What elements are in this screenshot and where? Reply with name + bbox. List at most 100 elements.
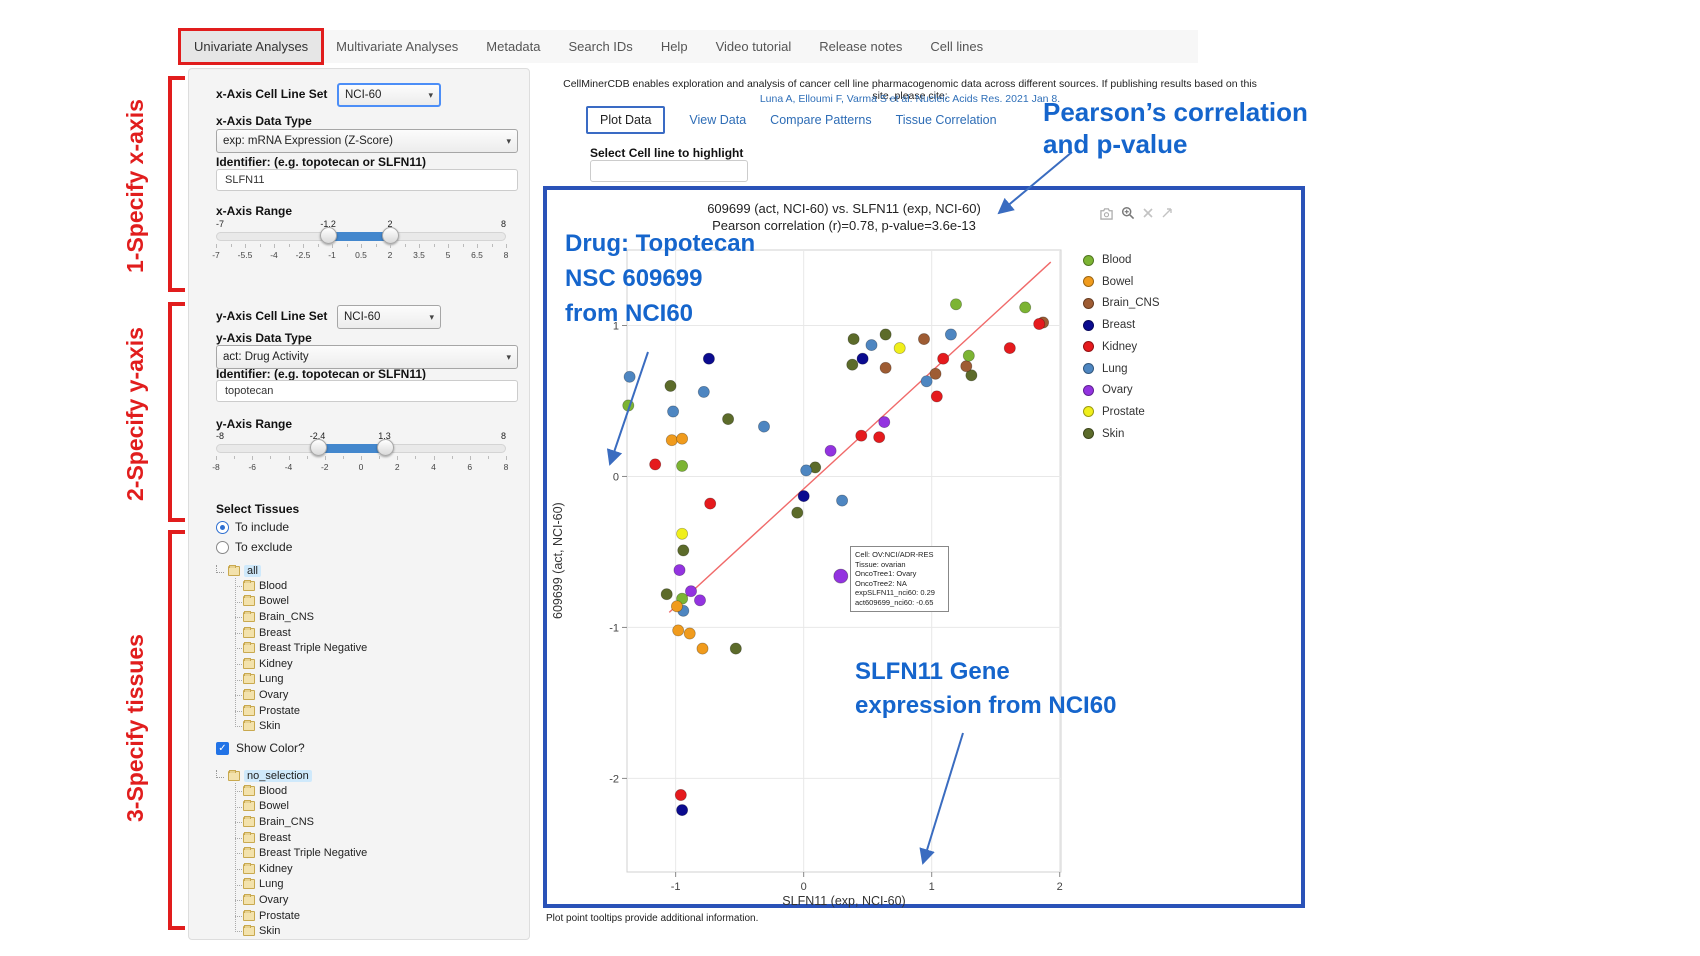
radio-to-include[interactable]: To include xyxy=(216,520,289,534)
slider-tick xyxy=(245,244,246,248)
tree-item-kidney[interactable]: Kidney xyxy=(231,656,367,672)
legend-item-breast[interactable]: Breast xyxy=(1083,319,1135,331)
tooltip-line: Cell: OV:NCI/ADR-RES xyxy=(855,550,934,559)
slider-handle-from[interactable] xyxy=(309,439,327,456)
tree-item-blood[interactable]: Blood xyxy=(231,578,367,594)
app-description: CellMinerCDB enables exploration and ana… xyxy=(563,78,1257,102)
close-icon[interactable] xyxy=(1142,207,1154,219)
scatter-plot[interactable]: -1 0 1 2 -2 -1 0 1 xyxy=(547,190,1309,912)
legend-item-bowel[interactable]: Bowel xyxy=(1083,276,1133,288)
nav-tab-release-notes[interactable]: Release notes xyxy=(819,39,903,54)
legend-item-prostate[interactable]: Prostate xyxy=(1083,406,1145,418)
nav-tab-help[interactable]: Help xyxy=(660,39,688,54)
tree-item-ovary[interactable]: Ovary xyxy=(231,892,367,908)
folder-icon xyxy=(228,564,240,576)
gene-annotation-line1: SLFN11 Gene xyxy=(855,658,1010,685)
legend-item-skin[interactable]: Skin xyxy=(1083,428,1124,440)
nav-tab-cell-lines[interactable]: Cell lines xyxy=(930,39,984,54)
tree-item-brain-cns[interactable]: Brain_CNS xyxy=(231,609,367,625)
control-sidebar: x-Axis Cell Line Set NCI-60 ▾ x-Axis Dat… xyxy=(188,68,530,940)
tree-children: Blood Bowel Brain_CNS Breast Breast Triple N… xyxy=(231,578,367,734)
slider-handle-from[interactable] xyxy=(320,227,338,244)
legend-item-blood[interactable]: Blood xyxy=(1083,254,1131,266)
slider-minor-tick xyxy=(259,244,261,247)
highlighted-point xyxy=(833,568,849,584)
tree-item-lung[interactable]: Lung xyxy=(231,877,367,893)
tree-item-brain-cns[interactable]: Brain_CNS xyxy=(231,814,367,830)
gene-annotation-line2: expression from NCI60 xyxy=(855,692,1117,719)
slider-selected-range[interactable] xyxy=(317,444,385,453)
camera-icon[interactable] xyxy=(1099,207,1114,220)
slider-selected-range[interactable] xyxy=(328,232,390,241)
nav-tab-metadata[interactable]: Metadata xyxy=(486,39,541,54)
tree-item-prostate[interactable]: Prostate xyxy=(231,908,367,924)
legend-label: Ovary xyxy=(1102,384,1133,397)
chevron-down-icon: ▾ xyxy=(429,311,434,322)
nav-tab-search-ids[interactable]: Search IDs xyxy=(568,39,633,54)
slider-tick xyxy=(397,456,399,460)
tab-plot-data[interactable]: Plot Data xyxy=(586,106,666,134)
radio-to-exclude[interactable]: To exclude xyxy=(216,540,292,554)
tree-item-blood[interactable]: Blood xyxy=(231,783,367,799)
slider-minor-tick xyxy=(451,456,453,459)
tree-item-breast[interactable]: Breast xyxy=(231,625,367,641)
drug-annotation: Drug: Topotecan NSC 609699 from NCI60 xyxy=(565,226,755,331)
legend-item-kidney[interactable]: Kidney xyxy=(1083,341,1137,353)
tab-tissue-correlation[interactable]: Tissue Correlation xyxy=(895,113,997,127)
tree-item-ovary[interactable]: Ovary xyxy=(231,687,367,703)
tooltip-line: OncoTree2: NA xyxy=(855,578,907,588)
legend-item-ovary[interactable]: Ovary xyxy=(1083,384,1133,396)
x-data-type-select[interactable]: exp: mRNA Expression (Z-Score) ▾ xyxy=(216,129,518,153)
slider-handle-to[interactable] xyxy=(382,227,399,244)
y-identifier-input[interactable] xyxy=(216,380,518,402)
folder-icon xyxy=(243,878,255,890)
pan-icon[interactable] xyxy=(1161,207,1173,219)
tree-item-skin[interactable]: Skin xyxy=(231,718,367,734)
slider-tick xyxy=(332,244,333,248)
slider-max-label: 8 xyxy=(500,431,506,441)
slider-tick-label: 5 xyxy=(445,250,451,260)
citation-link[interactable]: Luna A, Elloumi F, Varma S et al. Nuclei… xyxy=(759,93,1061,105)
tree-item-lung[interactable]: Lung xyxy=(231,672,367,688)
tree-item-breast[interactable]: Breast xyxy=(231,830,367,846)
svg-text:1: 1 xyxy=(929,881,935,893)
slider-handle-to[interactable] xyxy=(376,439,394,456)
tab-view-data[interactable]: View Data xyxy=(689,113,747,127)
slider-tick-label: -6 xyxy=(248,462,257,472)
x-identifier-input[interactable] xyxy=(216,169,518,191)
legend-item-brain-cns[interactable]: Brain_CNS xyxy=(1083,297,1160,309)
tree-root-all[interactable]: all xyxy=(216,563,367,578)
scatter-points[interactable] xyxy=(622,298,1050,817)
highlight-cell-line-input[interactable] xyxy=(590,160,748,182)
nav-tab-univariate-analyses[interactable]: Univariate Analyses xyxy=(177,28,325,65)
tree-item-breast-triple-negative[interactable]: Breast Triple Negative xyxy=(231,845,367,861)
folder-icon xyxy=(243,862,255,874)
tree-item-prostate[interactable]: Prostate xyxy=(231,703,367,719)
slider-tick-label: 0 xyxy=(358,462,364,472)
y-data-type-select[interactable]: act: Drug Activity ▾ xyxy=(216,345,518,369)
nav-tab-multivariate-analyses[interactable]: Multivariate Analyses xyxy=(336,39,459,54)
slider-minor-tick xyxy=(306,456,308,459)
step3-bracket xyxy=(168,530,185,930)
slider-minor-tick xyxy=(342,456,344,459)
tree-item-breast-triple-negative[interactable]: Breast Triple Negative xyxy=(231,640,367,656)
y-cell-line-set-select[interactable]: NCI-60 ▾ xyxy=(337,305,441,329)
tree-item-kidney[interactable]: Kidney xyxy=(231,861,367,877)
tree-item-skin[interactable]: Skin xyxy=(231,923,367,939)
zoom-in-icon[interactable] xyxy=(1121,206,1135,220)
tree-root-no-selection[interactable]: no_selection xyxy=(216,768,367,783)
y-range-slider[interactable]: -8 8 -2.4 1.3 -8 -6 -4 -2 0 2 4 6 8 xyxy=(212,431,508,479)
x-range-label: x-Axis Range xyxy=(216,204,293,218)
tree-connector xyxy=(216,769,224,778)
legend-item-lung[interactable]: Lung xyxy=(1083,363,1128,375)
slider-tick xyxy=(216,456,217,460)
show-color-checkbox[interactable]: ✓ Show Color? xyxy=(216,741,305,755)
slider-tick-label: -1 xyxy=(328,250,336,260)
tree-item-bowel[interactable]: Bowel xyxy=(231,594,367,610)
tree-item-bowel[interactable]: Bowel xyxy=(231,799,367,815)
x-cell-line-set-select[interactable]: NCI-60 ▾ xyxy=(337,83,441,107)
folder-icon xyxy=(243,688,255,700)
nav-tab-video-tutorial[interactable]: Video tutorial xyxy=(715,39,792,54)
tab-compare-patterns[interactable]: Compare Patterns xyxy=(770,113,872,127)
x-range-slider[interactable]: -7 8 -1.2 2 -7 -5.5 -4 -2.5 -1 0.5 2 3.5 5 6.5 8 xyxy=(212,219,508,267)
